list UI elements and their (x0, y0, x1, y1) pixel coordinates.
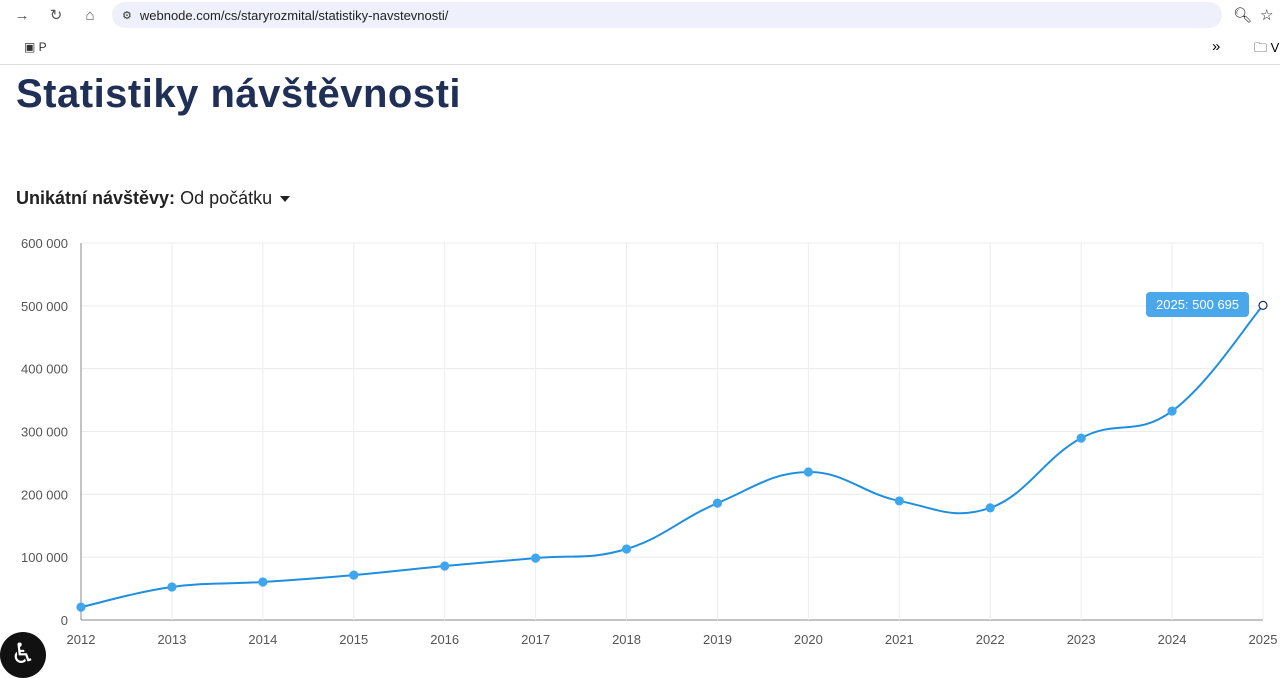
data-point (76, 602, 86, 612)
x-tick-label: 2015 (339, 632, 368, 647)
star-icon[interactable]: ☆ (1260, 7, 1274, 24)
y-tick-label: 0 (61, 613, 68, 628)
chart-tooltip: 2025: 500 695 (1146, 292, 1250, 317)
x-tick-label: 2023 (1067, 632, 1096, 647)
y-tick-label: 200 000 (21, 487, 68, 502)
series-line (80, 304, 1264, 609)
x-tick-label: 2018 (612, 632, 641, 647)
filter-value: Od počátku (180, 188, 273, 208)
y-tick-label: 300 000 (21, 425, 68, 440)
y-tick-label: 600 000 (21, 236, 68, 251)
x-tick-label: 2025 (1249, 632, 1278, 647)
reload-icon[interactable]: ↻ (49, 7, 63, 24)
x-tick-label: 2016 (430, 632, 459, 647)
more-bookmarks-icon[interactable]: » (1212, 38, 1221, 55)
x-tick-label: 2017 (521, 632, 550, 647)
page-title: Statistiky návštěvnosti (16, 72, 461, 116)
y-tick-label: 100 000 (21, 550, 68, 565)
forward-icon[interactable]: → (14, 6, 30, 24)
x-tick-label: 2022 (976, 632, 1005, 647)
y-tick-label: 400 000 (21, 362, 68, 377)
data-point (803, 467, 813, 477)
period-filter[interactable]: Unikátní návštěvy: Od počátku (16, 188, 291, 209)
x-tick-label: 2021 (885, 632, 914, 647)
x-tick-label: 2013 (157, 632, 186, 647)
home-icon[interactable]: ⌂ (85, 6, 95, 24)
x-tick-label: 2012 (67, 632, 96, 647)
data-point (621, 544, 632, 554)
x-tick-label: 2024 (1158, 632, 1187, 647)
accessibility-icon[interactable]: ♿︎ (0, 632, 46, 678)
caret-down-icon (280, 196, 291, 203)
data-point (349, 570, 359, 580)
bookmark-item[interactable]: ▣ P (24, 40, 47, 54)
x-tick-label: 2020 (794, 632, 823, 647)
data-point (712, 498, 723, 508)
filter-label: Unikátní návštěvy: (16, 188, 176, 208)
data-point (440, 561, 450, 571)
data-point (1076, 433, 1086, 443)
data-point (894, 496, 904, 506)
zoom-icon[interactable]: 🔍︎ (1233, 7, 1253, 24)
data-point (1258, 300, 1268, 310)
data-point (1167, 406, 1177, 416)
data-point (985, 503, 995, 513)
site-settings-icon[interactable]: ⚙ (122, 9, 132, 22)
url-text: webnode.com/cs/staryrozmital/statistiky-… (139, 7, 449, 23)
data-point (531, 553, 541, 563)
bookmark-folder[interactable]: 🗀 V (1254, 40, 1280, 55)
bookmark-label: P (38, 40, 47, 54)
browser-toolbar: → ↻ ⌂ ⚙ webnode.com/cs/staryrozmital/sta… (0, 0, 1280, 30)
bookmarks-bar: ▣ P » 🗀 V (0, 34, 1280, 65)
address-bar[interactable]: ⚙ webnode.com/cs/staryrozmital/statistik… (112, 2, 1222, 28)
x-tick-label: 2014 (248, 632, 277, 647)
x-tick-label: 2019 (703, 632, 732, 647)
y-tick-label: 500 000 (21, 299, 68, 314)
visits-line-chart: 0 100 000 200 000 300 000 400 000 500 000 600 … (21, 236, 1278, 647)
data-point (167, 582, 177, 592)
folder-label: V (1270, 40, 1280, 55)
data-point (258, 577, 268, 587)
